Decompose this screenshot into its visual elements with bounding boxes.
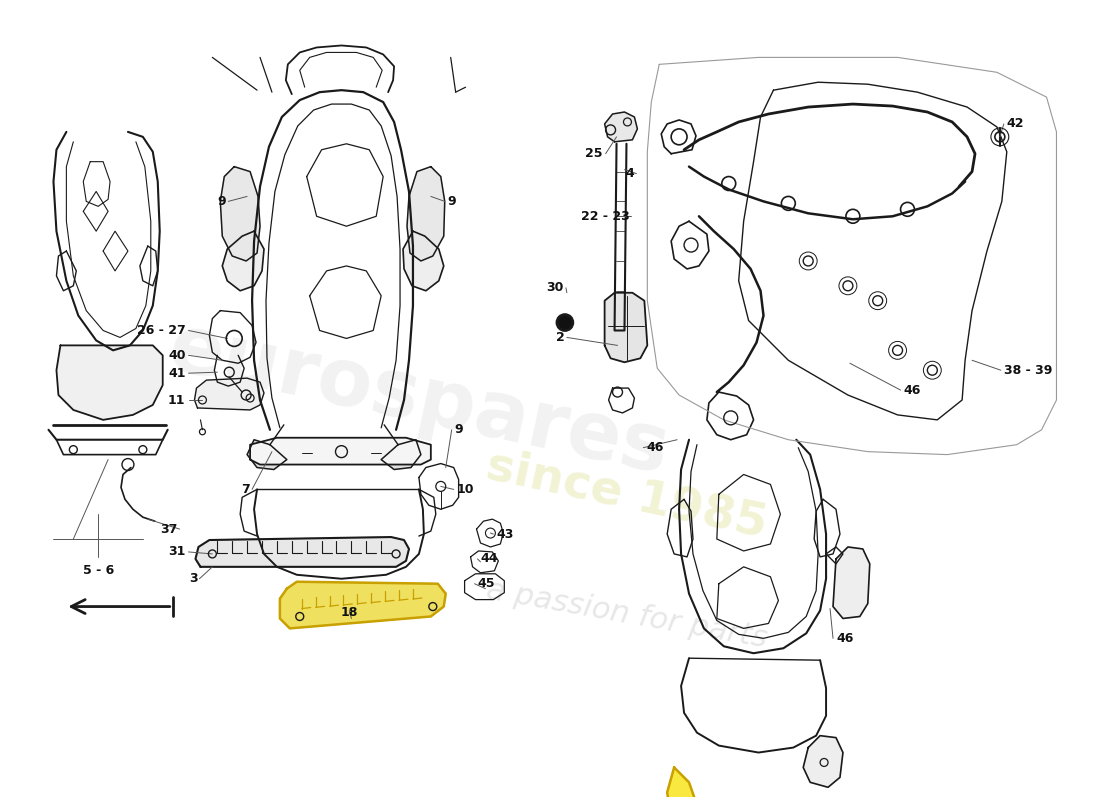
Text: 7: 7 bbox=[241, 483, 250, 496]
Text: 11: 11 bbox=[168, 394, 186, 406]
Text: 46: 46 bbox=[903, 383, 921, 397]
Text: since 1985: since 1985 bbox=[482, 443, 771, 547]
Text: 26 - 27: 26 - 27 bbox=[136, 324, 186, 337]
Text: 46: 46 bbox=[836, 632, 854, 645]
Polygon shape bbox=[833, 547, 870, 618]
Polygon shape bbox=[248, 440, 287, 470]
Text: 45: 45 bbox=[477, 578, 495, 590]
Text: 3: 3 bbox=[189, 572, 198, 586]
Polygon shape bbox=[250, 438, 431, 465]
Text: 43: 43 bbox=[496, 527, 514, 541]
Polygon shape bbox=[222, 231, 264, 290]
Polygon shape bbox=[196, 537, 409, 567]
Text: 44: 44 bbox=[481, 552, 498, 566]
Text: 18: 18 bbox=[341, 606, 359, 618]
Circle shape bbox=[557, 314, 573, 330]
Text: 40: 40 bbox=[168, 349, 186, 362]
Text: eurospares: eurospares bbox=[162, 309, 676, 491]
Text: a passion for parts: a passion for parts bbox=[484, 575, 769, 654]
Text: 9: 9 bbox=[448, 195, 456, 208]
Text: 38 - 39: 38 - 39 bbox=[1004, 364, 1053, 377]
Text: 2: 2 bbox=[557, 331, 565, 344]
Text: 9: 9 bbox=[454, 423, 463, 436]
Polygon shape bbox=[56, 346, 163, 420]
Polygon shape bbox=[195, 378, 264, 410]
Text: 22 - 23: 22 - 23 bbox=[581, 210, 629, 222]
Text: 4: 4 bbox=[626, 167, 635, 180]
Polygon shape bbox=[668, 767, 707, 800]
Text: 5 - 6: 5 - 6 bbox=[82, 564, 113, 577]
Polygon shape bbox=[279, 582, 446, 629]
Text: 30: 30 bbox=[547, 282, 564, 294]
Text: 10: 10 bbox=[456, 483, 474, 496]
Polygon shape bbox=[382, 440, 421, 470]
Text: 31: 31 bbox=[168, 546, 186, 558]
Text: 9: 9 bbox=[218, 195, 227, 208]
Polygon shape bbox=[220, 166, 260, 261]
Text: 46: 46 bbox=[647, 441, 663, 454]
Text: 41: 41 bbox=[168, 366, 186, 380]
Polygon shape bbox=[605, 293, 647, 362]
Polygon shape bbox=[605, 112, 637, 142]
Text: 42: 42 bbox=[1006, 118, 1024, 130]
Polygon shape bbox=[803, 736, 843, 787]
Polygon shape bbox=[407, 166, 444, 261]
Text: 37: 37 bbox=[161, 522, 177, 535]
Polygon shape bbox=[403, 231, 443, 290]
Text: 25: 25 bbox=[585, 147, 603, 160]
